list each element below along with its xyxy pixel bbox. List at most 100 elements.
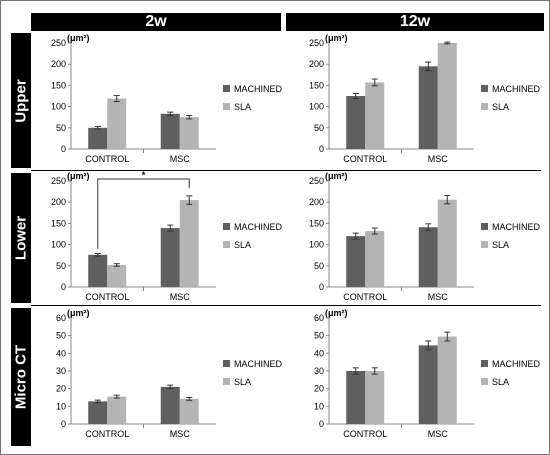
bar-machined — [160, 113, 180, 149]
x-category-label: MSC — [428, 429, 449, 439]
bar-sla — [437, 43, 457, 149]
y-tick-label: 20 — [56, 384, 66, 394]
y-tick-label: 100 — [309, 102, 324, 112]
y-unit-label: (μm²) — [325, 308, 348, 318]
chart-svg: (μm²) 0 50 100 150 200 250 CONTROL MSC MACHINED SL… — [309, 171, 541, 302]
bar-machined — [418, 66, 438, 149]
y-tick-label: 50 — [314, 331, 324, 341]
y-tick-label: 150 — [51, 218, 66, 228]
y-tick-label: 200 — [51, 197, 66, 207]
legend-swatch-sla — [481, 378, 488, 385]
bar-machined — [160, 228, 180, 287]
bar-machined — [418, 227, 438, 287]
y-tick-label: 0 — [61, 419, 66, 429]
legend-label-sla: SLA — [492, 240, 509, 250]
bar-sla — [365, 371, 385, 424]
chart-svg: (μm²) 0 50 100 150 200 250 CONTROL MSC * MACHINED S… — [51, 170, 283, 302]
row-divider — [31, 305, 541, 306]
row-tab-lower: Lower — [11, 173, 31, 303]
legend-label-sla: SLA — [234, 240, 251, 250]
row-tab-micro-ct: Micro CT — [11, 308, 31, 446]
chart-svg: (μm²) 0 50 100 150 200 250 CONTROL MSC MACHINED SL… — [309, 33, 541, 164]
bar-sla — [365, 231, 385, 287]
y-tick-label: 20 — [314, 384, 324, 394]
legend-swatch-machined — [481, 223, 488, 230]
y-tick-label: 0 — [319, 419, 324, 429]
significance-bracket — [97, 178, 190, 249]
legend-label-machined: MACHINED — [492, 222, 541, 232]
y-tick-label: 200 — [309, 197, 324, 207]
chart-svg: (μm²) 0 10 20 30 40 50 60 CONTROL MSC MACHINED SLA — [314, 308, 541, 439]
legend-label-sla: SLA — [492, 377, 509, 387]
y-tick-label: 0 — [61, 282, 66, 292]
chart-svg: (μm²) 0 50 100 150 200 250 CONTROL MSC MACHINED SL… — [51, 33, 283, 164]
x-category-label: MSC — [428, 154, 449, 164]
bar-sla — [107, 264, 127, 287]
y-tick-label: 200 — [51, 59, 66, 69]
bar-machined — [346, 96, 366, 149]
chart-svg: (μm²) 0 10 20 30 40 50 60 CONTROL MSC MACHINED SLA — [56, 308, 283, 439]
x-category-label: CONTROL — [85, 292, 129, 302]
row-tab-upper: Upper — [11, 33, 31, 168]
y-tick-label: 60 — [314, 313, 324, 323]
column-header-2w: 2w — [31, 13, 281, 31]
legend-label-sla: SLA — [234, 102, 251, 112]
legend-label-machined: MACHINED — [234, 359, 283, 369]
y-unit-label: (μm²) — [325, 171, 348, 181]
x-category-label: MSC — [170, 292, 191, 302]
y-tick-label: 150 — [309, 218, 324, 228]
legend-swatch-machined — [223, 360, 230, 367]
y-tick-label: 40 — [56, 348, 66, 358]
x-category-label: CONTROL — [85, 154, 129, 164]
y-tick-label: 250 — [51, 38, 66, 48]
y-unit-label: (μm²) — [67, 33, 90, 43]
legend-swatch-machined — [481, 360, 488, 367]
bar-sla — [179, 200, 199, 287]
y-unit-label: (μm²) — [67, 308, 90, 318]
chart-12w-upper: (μm²) 0 50 100 150 200 250 CONTROL MSC MACHINED SL… — [291, 33, 541, 168]
significance-star: * — [142, 170, 146, 180]
legend-swatch-sla — [481, 103, 488, 110]
legend-label-sla: SLA — [234, 377, 251, 387]
legend-swatch-sla — [223, 241, 230, 248]
bar-machined — [346, 236, 366, 287]
y-tick-label: 40 — [314, 348, 324, 358]
bar-machined — [88, 401, 108, 424]
chart-12w-micro-ct: (μm²) 0 10 20 30 40 50 60 CONTROL MSC MACHINED SLA — [291, 308, 541, 443]
bar-sla — [437, 336, 457, 424]
bar-machined — [160, 386, 180, 424]
y-tick-label: 50 — [56, 261, 66, 271]
bar-sla — [365, 82, 385, 149]
x-category-label: CONTROL — [343, 154, 387, 164]
bar-sla — [107, 396, 127, 424]
row-divider — [31, 170, 541, 171]
legend-label-sla: SLA — [492, 102, 509, 112]
y-tick-label: 100 — [309, 240, 324, 250]
chart-12w-lower: (μm²) 0 50 100 150 200 250 CONTROL MSC MACHINED SL… — [291, 171, 541, 306]
y-tick-label: 250 — [309, 38, 324, 48]
legend-label-machined: MACHINED — [234, 84, 283, 94]
y-tick-label: 100 — [51, 102, 66, 112]
y-tick-label: 10 — [56, 401, 66, 411]
y-tick-label: 0 — [61, 144, 66, 154]
y-tick-label: 150 — [51, 80, 66, 90]
bar-machined — [418, 345, 438, 424]
bar-sla — [179, 398, 199, 424]
y-tick-label: 0 — [319, 144, 324, 154]
y-tick-label: 10 — [314, 401, 324, 411]
y-tick-label: 50 — [314, 261, 324, 271]
chart-2w-upper: (μm²) 0 50 100 150 200 250 CONTROL MSC MACHINED SL… — [33, 33, 283, 168]
legend-swatch-sla — [481, 241, 488, 248]
y-tick-label: 30 — [314, 366, 324, 376]
x-category-label: CONTROL — [85, 429, 129, 439]
y-tick-label: 50 — [56, 331, 66, 341]
row-label-lower: Lower — [12, 215, 30, 261]
legend-label-machined: MACHINED — [492, 359, 541, 369]
chart-2w-micro-ct: (μm²) 0 10 20 30 40 50 60 CONTROL MSC MACHINED SLA — [33, 308, 283, 443]
legend-swatch-machined — [223, 223, 230, 230]
legend-swatch-sla — [223, 103, 230, 110]
y-tick-label: 50 — [56, 123, 66, 133]
y-tick-label: 250 — [309, 176, 324, 186]
y-tick-label: 250 — [51, 176, 66, 186]
bar-sla — [179, 117, 199, 149]
